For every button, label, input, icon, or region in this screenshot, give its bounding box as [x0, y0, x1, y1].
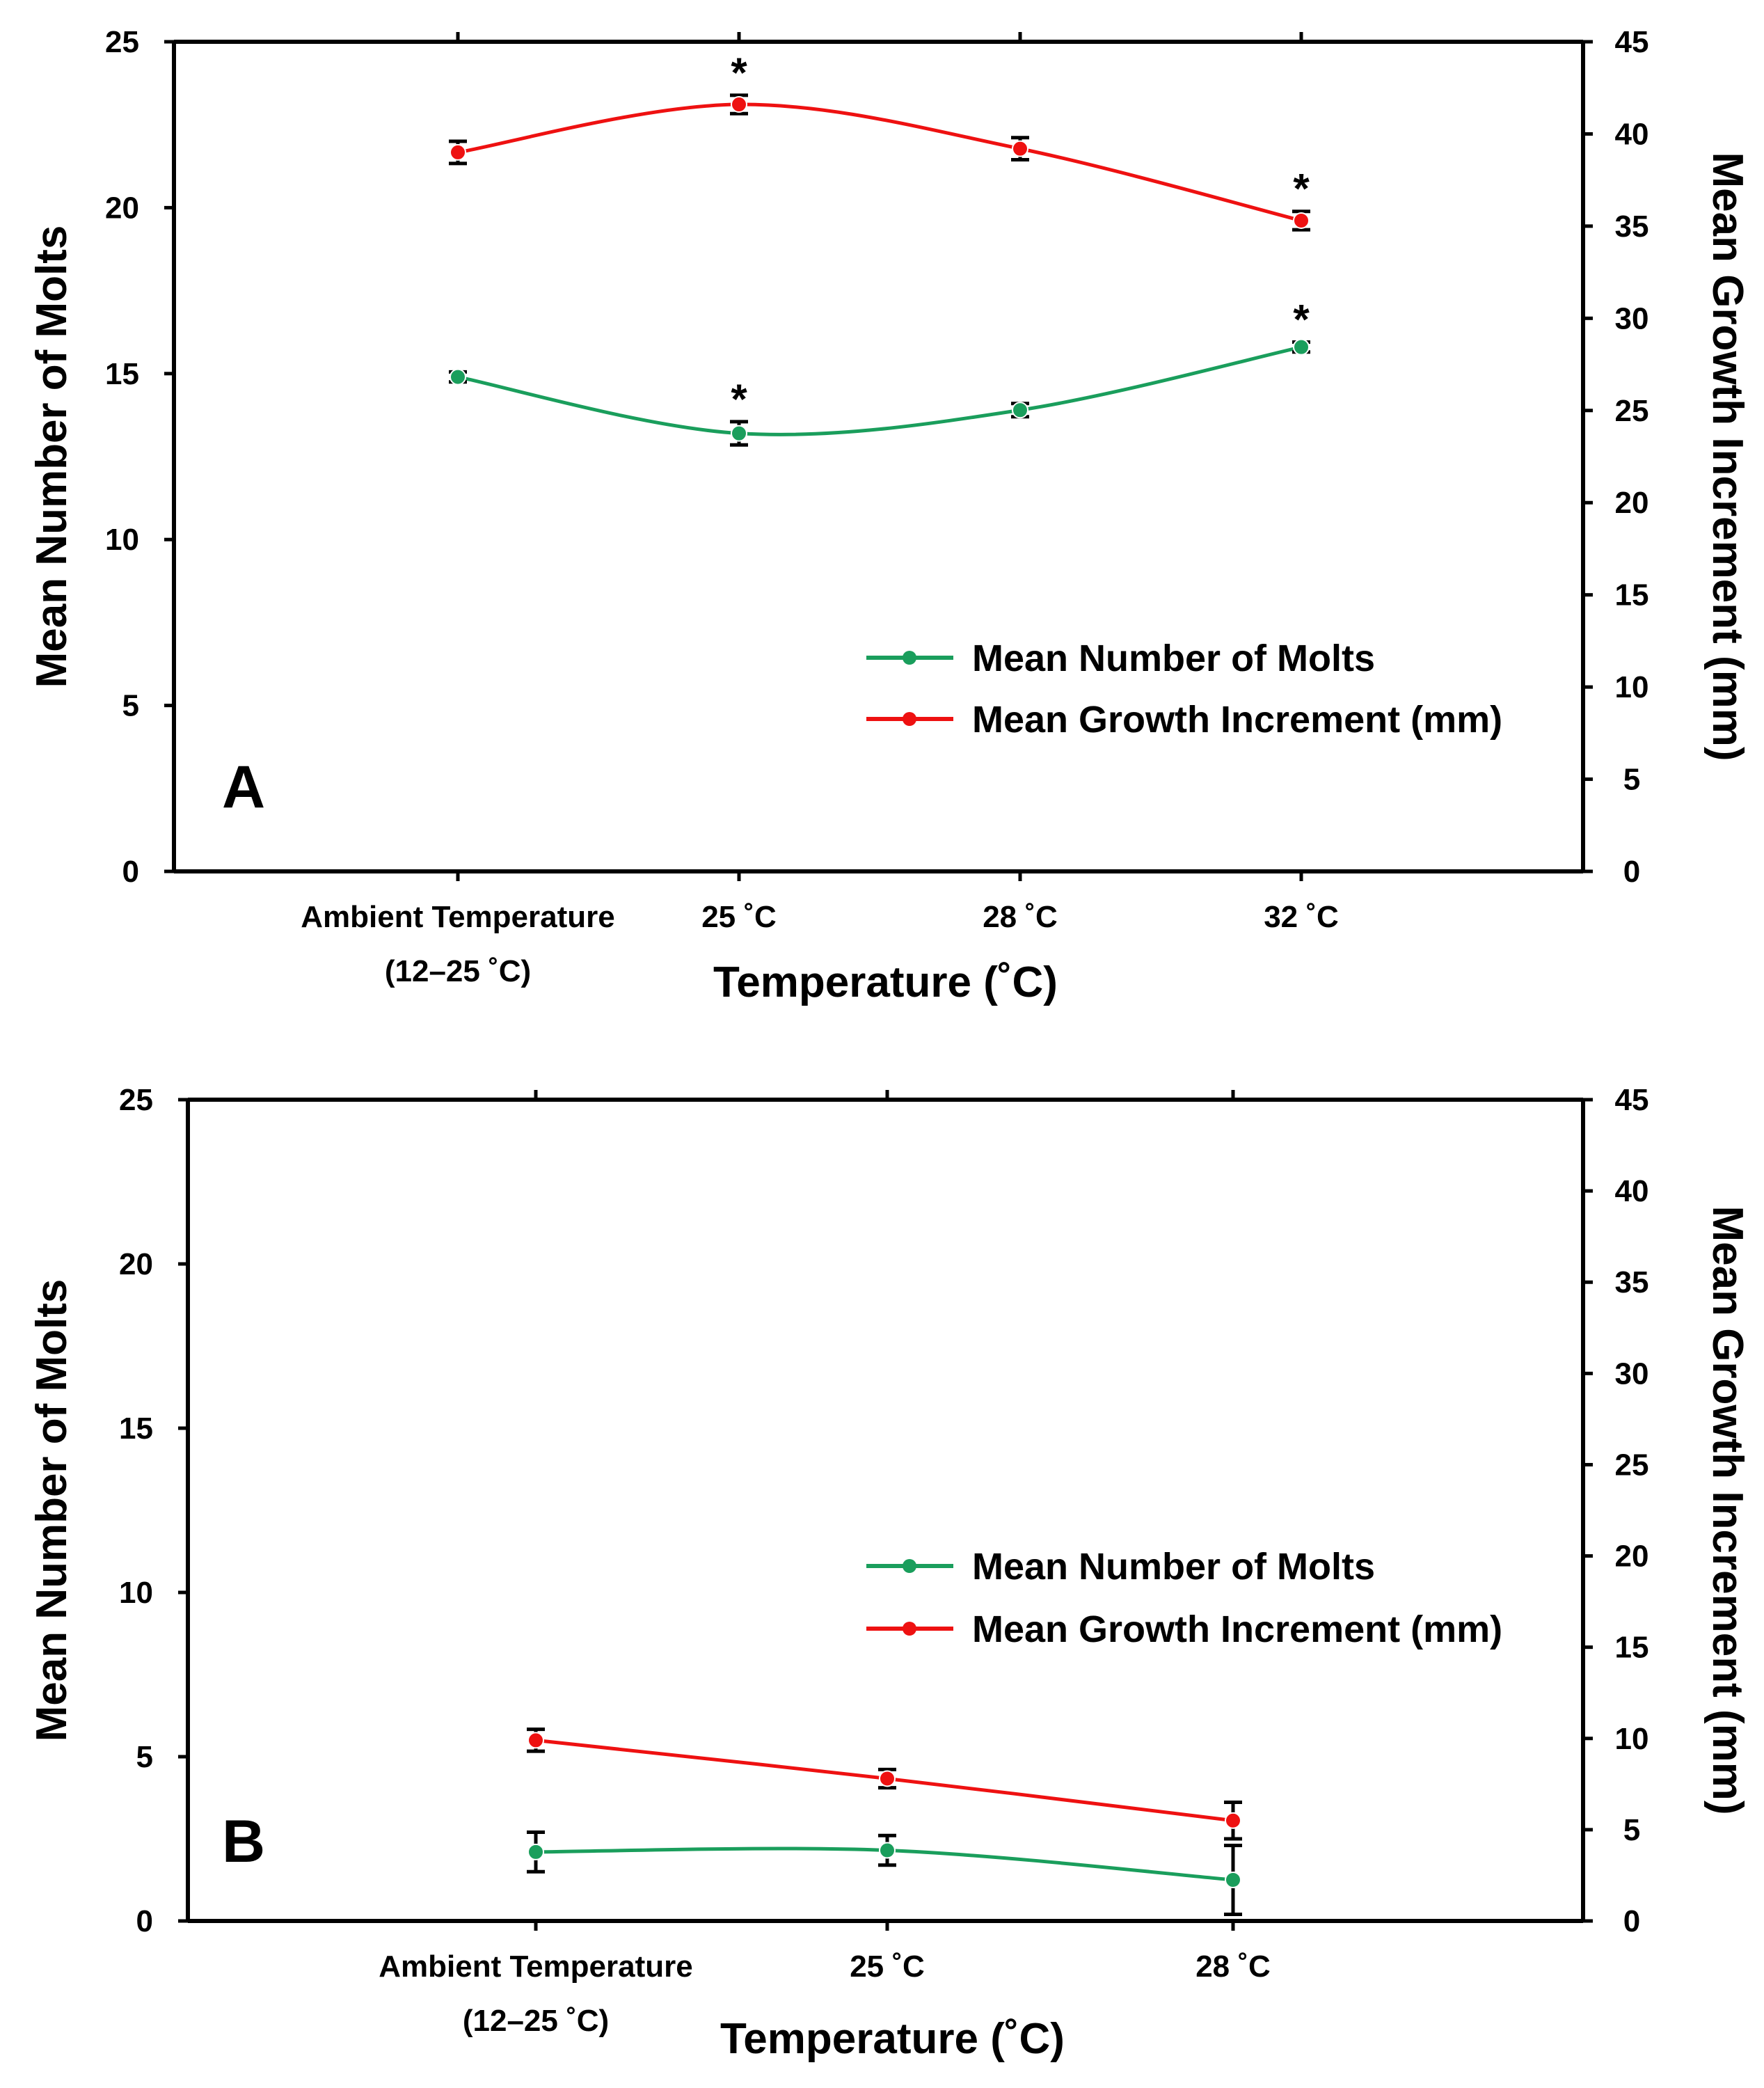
significance-marker: * [731, 49, 747, 96]
series-growth: ** [449, 49, 1310, 232]
right-tick-label: 10 [1615, 670, 1649, 704]
x-axis-title: Temperature (˚C) [720, 2015, 1065, 2063]
significance-marker: * [731, 376, 747, 422]
right-tick-label: 35 [1615, 1265, 1649, 1299]
left-tick-label: 5 [136, 1740, 153, 1774]
right-tick-label: 5 [1623, 763, 1640, 797]
right-tick-label: 30 [1615, 301, 1649, 335]
right-tick-label: 45 [1615, 25, 1649, 59]
x-category-label: 28 ˚C [983, 900, 1058, 934]
right-tick-label: 20 [1615, 1540, 1649, 1574]
left-tick-label: 25 [119, 1083, 153, 1117]
legend: Mean Number of Molts Mean Growth Incremen… [866, 1546, 1502, 1650]
data-point [1293, 338, 1310, 356]
data-point [879, 1842, 896, 1859]
right-tick-label: 35 [1615, 209, 1649, 244]
legend-label: Mean Growth Increment (mm) [972, 699, 1502, 741]
legend-label: Mean Growth Increment (mm) [972, 1608, 1502, 1650]
legend-swatch-marker [903, 1622, 916, 1636]
data-point [731, 96, 747, 113]
left-tick-label: 25 [105, 25, 139, 59]
left-tick-label: 20 [119, 1247, 153, 1281]
x-category-label: 32 ˚C [1264, 900, 1339, 934]
left-tick-label: 10 [119, 1576, 153, 1610]
left-tick-label: 10 [105, 523, 139, 557]
right-tick-label: 15 [1615, 578, 1649, 612]
y-axis-title: Mean Number of Molts [28, 1279, 76, 1742]
right-tick-label: 40 [1615, 1174, 1649, 1208]
series-line [457, 102, 1302, 223]
series-line [457, 345, 1302, 436]
panel-label: A [222, 754, 265, 821]
chart-panel-a: 0 5 10 15 20 25 0 5 10 15 20 25 30 35 40 45 Ambient Temp… [28, 25, 1751, 1006]
panel-label: B [222, 1808, 265, 1875]
data-point [1293, 212, 1310, 229]
right-tick-label: 40 [1615, 117, 1649, 151]
right-tick-label: 25 [1615, 394, 1649, 428]
right-tick-label: 30 [1615, 1357, 1649, 1391]
significance-marker: * [1293, 166, 1310, 212]
left-tick-label: 15 [119, 1411, 153, 1446]
series-growth [527, 1727, 1242, 1841]
series-molts [527, 1830, 1242, 1917]
data-point [450, 368, 466, 386]
x-category-label: (12–25 ˚C) [385, 954, 531, 988]
significance-marker: * [1293, 296, 1310, 343]
data-point [1225, 1872, 1241, 1888]
y2-axis-title: Mean Growth Increment (mm) [1703, 1206, 1751, 1815]
data-point [527, 1843, 544, 1860]
legend-swatch-marker [903, 1559, 916, 1573]
legend-swatch-marker [903, 651, 916, 665]
data-point [1225, 1812, 1241, 1829]
data-point [879, 1770, 896, 1787]
left-tick-label: 15 [105, 357, 139, 391]
legend-label: Mean Number of Molts [972, 638, 1375, 679]
data-point [731, 425, 747, 442]
data-point [527, 1732, 544, 1749]
data-point [450, 143, 466, 161]
right-tick-label: 20 [1615, 486, 1649, 520]
x-category-label: Ambient Temperature [379, 1949, 693, 1984]
left-tick-label: 0 [122, 855, 139, 889]
x-category-label: Ambient Temperature [301, 900, 615, 934]
left-tick-label: 0 [136, 1904, 153, 1938]
right-tick-label: 0 [1623, 1904, 1640, 1938]
data-point [1012, 402, 1028, 419]
right-tick-label: 10 [1615, 1722, 1649, 1756]
left-tick-label: 5 [122, 689, 139, 723]
right-tick-label: 5 [1623, 1813, 1640, 1847]
data-point [1012, 140, 1028, 157]
x-category-label: (12–25 ˚C) [463, 2004, 609, 2038]
right-tick-label: 45 [1615, 1083, 1649, 1117]
legend-label: Mean Number of Molts [972, 1546, 1375, 1588]
y2-axis-title: Mean Growth Increment (mm) [1703, 152, 1751, 761]
x-category-label: 25 ˚C [850, 1949, 925, 1984]
right-tick-label: 0 [1623, 855, 1640, 889]
right-tick-label: 15 [1615, 1631, 1649, 1665]
series-molts: ** [449, 296, 1310, 447]
y-axis-title: Mean Number of Molts [28, 226, 76, 688]
right-tick-label: 25 [1615, 1448, 1649, 1482]
chart-panel-b: 0 5 10 15 20 25 0 5 10 15 20 25 30 35 40 45 Ambient Temp… [28, 1083, 1751, 2063]
legend: Mean Number of Molts Mean Growth Incremen… [866, 638, 1502, 741]
x-category-label: 28 ˚C [1195, 1949, 1271, 1984]
x-category-label: 25 ˚C [701, 900, 777, 934]
x-axis-title: Temperature (˚C) [713, 958, 1058, 1006]
left-tick-label: 20 [105, 191, 139, 225]
legend-swatch-marker [903, 712, 916, 726]
